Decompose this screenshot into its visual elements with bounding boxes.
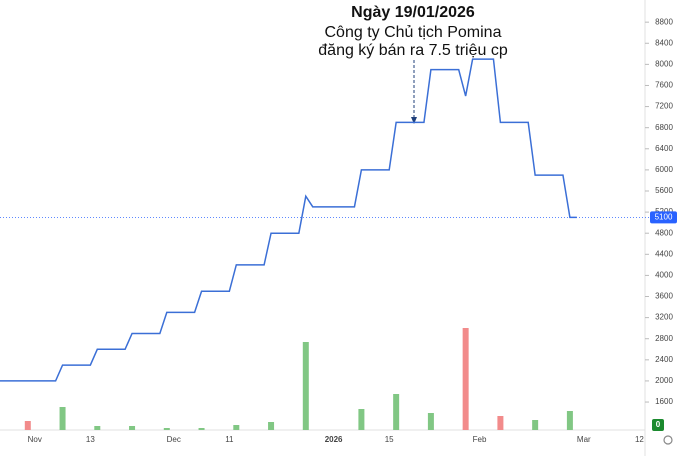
- y-tick-label: 2800: [655, 334, 673, 343]
- annotation-line: đăng ký bán ra 7.5 triệu cp: [318, 42, 508, 59]
- y-tick-label: 7600: [655, 81, 673, 90]
- y-tick-label: 4000: [655, 271, 673, 280]
- volume-bar: [358, 409, 365, 430]
- y-tick-label: 8000: [655, 59, 673, 68]
- volume-bar: [94, 426, 101, 430]
- last-price-label: 5100: [655, 212, 673, 221]
- y-tick-label: 7200: [655, 102, 673, 111]
- annotation-arrowhead: [411, 117, 417, 124]
- last-volume-box: [652, 419, 664, 431]
- last-price-box: [650, 211, 677, 224]
- y-tick-label: 6800: [655, 123, 673, 132]
- y-tick-label: 2400: [655, 355, 673, 364]
- x-tick-label: 15: [385, 435, 394, 444]
- annotation-line: Công ty Chủ tịch Pomina: [325, 24, 502, 41]
- last-volume-label: 0: [656, 420, 661, 429]
- volume-bar: [532, 420, 539, 430]
- y-tick-label: 1600: [655, 397, 673, 406]
- volume-bar: [24, 421, 31, 430]
- volume-bar: [497, 416, 504, 430]
- volume-bar: [129, 426, 136, 430]
- volume-bar: [302, 342, 309, 430]
- y-tick-label: 3600: [655, 292, 673, 301]
- x-tick-label: 13: [86, 435, 95, 444]
- x-tick-label: 12: [635, 435, 644, 444]
- y-tick-label: 8800: [655, 17, 673, 26]
- y-tick-label: 2000: [655, 376, 673, 385]
- y-tick-label: 4800: [655, 228, 673, 237]
- y-tick-label: 4400: [655, 249, 673, 258]
- volume-bar: [393, 394, 400, 430]
- volume-bar: [566, 411, 573, 430]
- x-tick-label: Mar: [577, 435, 591, 444]
- annotation-title: Ngày 19/01/2026: [351, 4, 475, 21]
- volume-bar: [233, 425, 240, 430]
- x-tick-label: Nov: [28, 435, 42, 444]
- price-line: [0, 58, 577, 382]
- volume-bar: [163, 428, 170, 430]
- y-tick-label: 5600: [655, 186, 673, 195]
- volume-bar: [198, 428, 205, 430]
- volume-bar: [59, 407, 66, 430]
- y-tick-label: 3200: [655, 313, 673, 322]
- volume-bar: [462, 328, 469, 430]
- y-tick-label: 8400: [655, 38, 673, 47]
- volume-bar: [268, 422, 275, 430]
- x-tick-label: Dec: [167, 435, 181, 444]
- y-tick-label: 6400: [655, 144, 673, 153]
- x-tick-label: 11: [225, 435, 234, 444]
- x-tick-label: Feb: [473, 435, 487, 444]
- y-tick-label: 6000: [655, 165, 673, 174]
- settings-icon[interactable]: [663, 435, 673, 445]
- volume-bar: [427, 413, 434, 430]
- x-tick-label: 2026: [325, 435, 343, 444]
